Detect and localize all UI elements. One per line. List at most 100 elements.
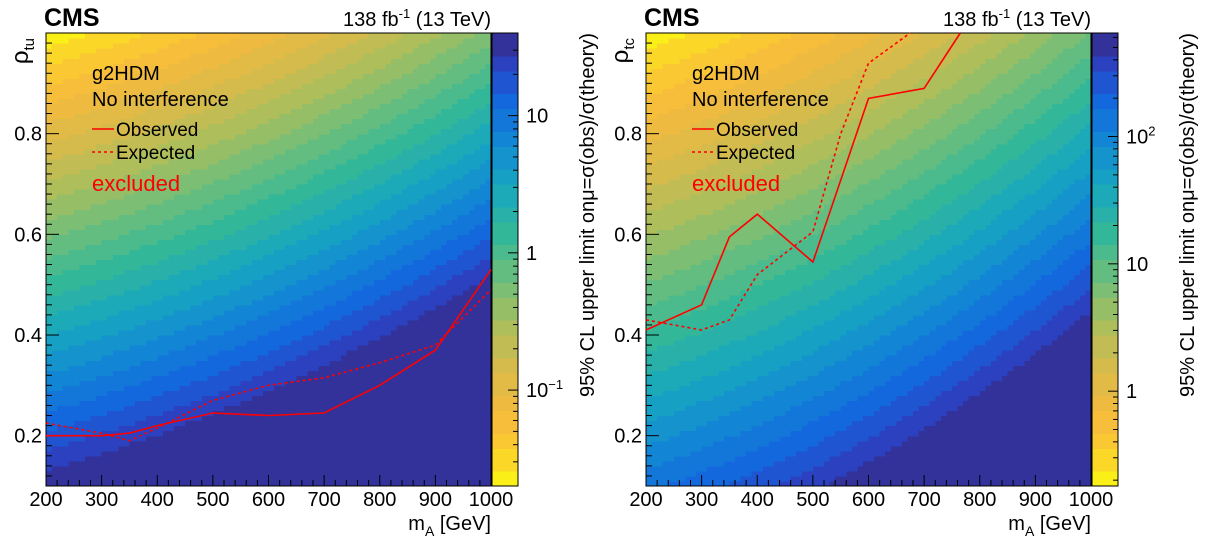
heatmap-cell xyxy=(251,204,258,210)
heatmap-cell xyxy=(251,470,258,477)
heatmap-cell xyxy=(140,73,147,79)
heatmap-cell xyxy=(301,254,309,261)
heatmap-cell xyxy=(212,234,220,240)
heatmap-cell xyxy=(335,319,342,326)
heatmap-cell xyxy=(262,415,270,422)
heatmap-cell xyxy=(313,470,320,477)
heatmap-cell xyxy=(168,455,175,462)
heatmap-cell xyxy=(235,128,242,135)
heatmap-cell xyxy=(218,249,225,256)
heatmap-cell xyxy=(190,209,197,215)
heatmap-cell xyxy=(57,309,64,316)
heatmap-cell xyxy=(340,93,347,100)
heatmap-cell xyxy=(190,158,197,165)
heatmap-cell xyxy=(268,103,275,110)
heatmap-cell xyxy=(307,475,314,482)
heatmap-cell xyxy=(290,239,297,245)
heatmap-cell xyxy=(135,184,142,190)
heatmap-cell xyxy=(46,118,53,125)
heatmap-cell xyxy=(57,178,64,185)
heatmap-cell xyxy=(73,38,80,44)
heatmap-cell xyxy=(313,83,320,89)
heatmap-cell xyxy=(218,128,225,135)
heatmap-cell xyxy=(313,143,320,150)
heatmap-cell xyxy=(335,475,342,482)
heatmap-cell xyxy=(57,229,64,235)
heatmap-cell xyxy=(157,234,164,240)
heatmap-cell xyxy=(135,38,142,44)
heatmap-cell xyxy=(135,53,142,59)
heatmap-cell xyxy=(251,63,258,69)
heatmap-cell xyxy=(140,88,147,94)
heatmap-cell xyxy=(51,475,58,482)
heatmap-cell xyxy=(229,284,236,291)
heatmap-cell xyxy=(162,224,169,230)
heatmap-cell xyxy=(201,279,208,286)
heatmap-cell xyxy=(340,309,347,316)
heatmap-cell xyxy=(129,38,136,44)
heatmap-cell xyxy=(274,450,281,457)
heatmap-cell xyxy=(274,53,281,59)
heatmap-cell xyxy=(257,209,264,215)
heatmap-cell xyxy=(262,279,270,286)
heatmap-cell xyxy=(107,143,114,150)
heatmap-cell xyxy=(201,390,208,396)
heatmap-cell xyxy=(279,314,286,321)
heatmap-cell xyxy=(324,204,331,210)
heatmap-cell xyxy=(107,279,114,286)
heatmap-cell xyxy=(285,128,292,135)
heatmap-cell xyxy=(51,355,58,361)
heatmap-cell xyxy=(251,229,258,235)
heatmap-cell xyxy=(173,184,181,190)
heatmap-cell xyxy=(107,284,114,291)
heatmap-cell xyxy=(112,78,119,84)
heatmap-cell xyxy=(107,224,114,230)
heatmap-cell xyxy=(290,455,297,462)
heatmap-cell xyxy=(313,148,320,155)
heatmap-cell xyxy=(251,304,258,311)
heatmap-cell xyxy=(351,269,359,276)
heatmap-cell xyxy=(218,445,225,452)
heatmap-cell xyxy=(262,435,270,442)
heatmap-cell xyxy=(285,143,292,150)
heatmap-cell xyxy=(151,78,158,84)
heatmap-cell xyxy=(129,279,136,286)
heatmap-cell xyxy=(296,284,303,291)
heatmap-cell xyxy=(201,178,208,185)
heatmap-cell xyxy=(179,340,186,346)
heatmap-cell xyxy=(118,249,125,256)
heatmap-cell xyxy=(285,118,292,125)
heatmap-cell xyxy=(274,289,281,296)
heatmap-cell xyxy=(229,48,236,54)
heatmap-cell xyxy=(224,329,231,336)
heatmap-cell xyxy=(112,178,119,185)
heatmap-cell xyxy=(157,299,164,306)
heatmap-cell xyxy=(196,435,203,442)
heatmap-cell xyxy=(324,194,331,200)
heatmap-cell xyxy=(179,299,186,306)
heatmap-cell xyxy=(51,93,58,100)
heatmap-cell xyxy=(307,309,314,316)
heatmap-cell xyxy=(68,440,75,447)
heatmap-cell xyxy=(246,98,253,105)
heatmap-cell xyxy=(335,314,342,321)
heatmap-cell xyxy=(290,390,297,396)
heatmap-cell xyxy=(251,88,258,94)
heatmap-cell xyxy=(207,249,214,256)
heatmap-cell xyxy=(51,244,58,251)
heatmap-cell xyxy=(173,274,181,281)
heatmap-cell xyxy=(351,289,359,296)
heatmap-cell xyxy=(285,93,292,100)
heatmap-cell xyxy=(240,294,247,301)
heatmap-cell xyxy=(46,184,53,190)
heatmap-cell xyxy=(262,420,270,427)
heatmap-cell xyxy=(307,199,314,205)
heatmap-cell xyxy=(285,163,292,170)
heatmap-cell xyxy=(79,48,86,54)
heatmap-cell xyxy=(301,314,309,321)
heatmap-cell xyxy=(140,314,147,321)
heatmap-cell xyxy=(162,194,169,200)
heatmap-cell xyxy=(162,405,169,412)
heatmap-cell xyxy=(168,224,175,230)
heatmap-cell xyxy=(201,345,208,351)
